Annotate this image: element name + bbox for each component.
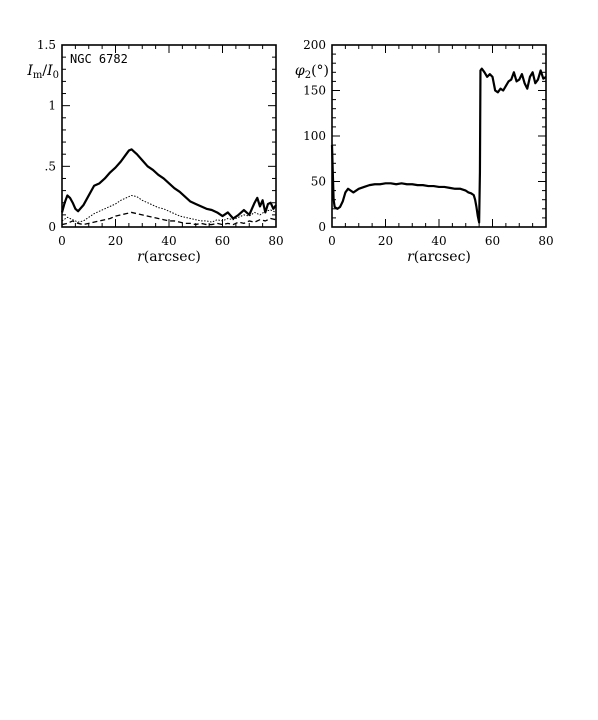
series-line-solid-thick <box>60 148 277 220</box>
x-tick-label: 60 <box>215 234 230 248</box>
x-tick-label: 40 <box>161 234 176 248</box>
x-tick-label: 0 <box>58 234 66 248</box>
y-tick-label: 100 <box>303 129 326 143</box>
y-tick-label: 1 <box>48 99 56 113</box>
x-axis-label: r(arcsec) <box>137 249 201 265</box>
y-axis-label: Im/I0 <box>26 63 59 81</box>
x-tick-label: 40 <box>431 234 446 248</box>
y-tick-label: 0 <box>318 220 326 234</box>
x-tick-label: 20 <box>108 234 123 248</box>
series-line-solid-thick <box>330 67 547 224</box>
y-tick-label: 200 <box>303 38 326 52</box>
y-tick-label: 50 <box>311 175 326 189</box>
x-tick-label: 20 <box>378 234 393 248</box>
x-tick-label: 80 <box>268 234 283 248</box>
galaxy-label: NGC 6782 <box>70 52 128 66</box>
x-axis-label: r(arcsec) <box>407 249 471 265</box>
y-tick-label: 0 <box>48 220 56 234</box>
panel-right: 0 20 40 60 80 0 50 100 150 200 r(arcsec) φ2(°) <box>295 38 554 265</box>
series-line-dashed <box>61 211 277 226</box>
y-tick-label: 1.5 <box>37 38 56 52</box>
y-tick-label: 150 <box>303 84 326 98</box>
panel-left: 0 20 40 60 80 0 .5 1 1.5 r(arcsec) Im/I0 NGC 6782 <box>26 38 283 265</box>
series-line-dotted <box>61 194 277 223</box>
x-tick-label: 0 <box>328 234 336 248</box>
y-axis-label: φ2(°) <box>295 63 329 81</box>
x-tick-label: 80 <box>538 234 553 248</box>
x-tick-label: 60 <box>485 234 500 248</box>
y-tick-label: .5 <box>45 159 56 173</box>
plot-frame <box>61 44 277 228</box>
